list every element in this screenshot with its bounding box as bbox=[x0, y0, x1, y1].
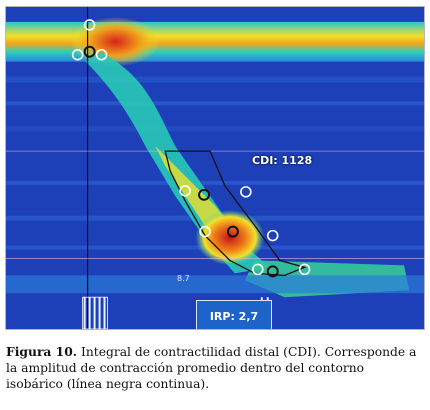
white-markers bbox=[71, 19, 311, 276]
pressure-topography-plot: CDI: 1128 8.7 IRP: 2,7 bbox=[5, 6, 425, 330]
lower-band bbox=[6, 275, 424, 294]
caption-label: Figura 10. bbox=[6, 344, 78, 359]
upper-pressure-band bbox=[6, 21, 424, 62]
black-markers bbox=[83, 45, 279, 278]
contraction-peak bbox=[195, 209, 265, 266]
caption-text: Integral de contractilidad distal (CDI).… bbox=[6, 345, 417, 391]
swallow-box bbox=[82, 296, 108, 329]
isobaric-contour bbox=[164, 150, 307, 276]
cdi-label: CDI: 1128 bbox=[252, 154, 313, 167]
pressure-topography-graphic bbox=[6, 7, 424, 329]
figure-caption: Figura 10. Integral de contractilidad di… bbox=[6, 344, 424, 392]
small-pressure-value: 8.7 bbox=[177, 274, 190, 283]
irp-label: IRP: 2,7 bbox=[196, 300, 272, 329]
